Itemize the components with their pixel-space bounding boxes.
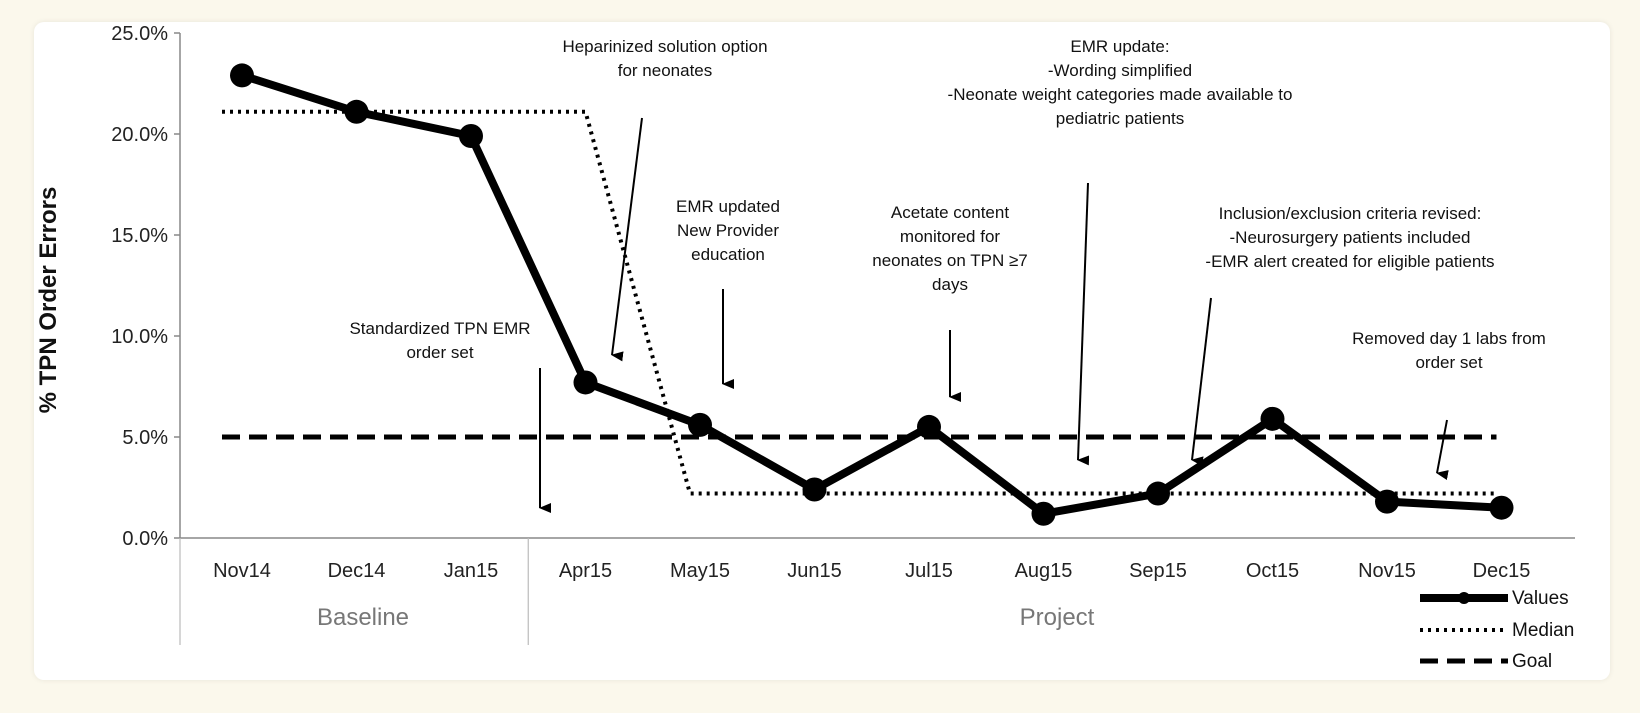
annotation-2: Heparinized solution option for neonates	[562, 37, 768, 362]
annotation-arrow	[611, 117, 643, 362]
annotation-text: New Provider	[677, 221, 779, 240]
series-values-point	[1260, 406, 1285, 431]
annotation-text: -EMR alert created for eligible patients	[1205, 252, 1494, 271]
annotation-text: EMR update:	[1070, 37, 1169, 56]
x-tick-label: Apr15	[559, 560, 612, 582]
legend-values-label: Values	[1512, 588, 1569, 609]
x-tick-label: Jun15	[787, 560, 842, 582]
series-values-point	[802, 477, 827, 502]
phase-label-baseline: Baseline	[317, 604, 409, 631]
series-values-point	[1375, 489, 1399, 514]
y-tick-label: 15.0%	[111, 225, 168, 247]
series-values-point	[688, 412, 712, 437]
y-axis-label: % TPN Order Errors	[35, 187, 62, 414]
annotation-3: EMR updated New Provider education	[676, 197, 780, 389]
annotation-text: order set	[406, 343, 473, 362]
series-values-point	[1489, 495, 1514, 520]
chart-card	[34, 22, 1610, 680]
annotation-text: Heparinized solution option	[562, 37, 767, 56]
series-values-point	[1146, 481, 1170, 506]
series-median-line	[222, 109, 1497, 496]
annotation-4: Acetate content monitored for neonates on …	[872, 203, 1028, 402]
y-tick-label: 25.0%	[111, 23, 168, 45]
x-tick-label: Dec14	[328, 560, 386, 582]
annotation-arrow	[1077, 182, 1090, 466]
annotation-text: days	[932, 275, 968, 294]
annotation-arrow	[1191, 297, 1212, 467]
series-values-point	[230, 63, 254, 88]
series-values-point	[573, 370, 598, 395]
x-tick-label: Aug15	[1015, 560, 1073, 582]
series-values-point	[1031, 501, 1056, 526]
legend-goal-label: Goal	[1512, 651, 1552, 672]
annotation-5: EMR update: -Wording simplified -Neonate w…	[948, 37, 1293, 466]
series-values-point	[344, 99, 369, 124]
x-tick-label: Sep15	[1129, 560, 1187, 582]
series-values-line	[240, 71, 1502, 518]
annotation-text: -Wording simplified	[1048, 61, 1192, 80]
annotation-text: Acetate content	[891, 203, 1009, 222]
y-tick-label: 5.0%	[122, 427, 168, 449]
annotation-1: Standardized TPN EMR order set	[349, 319, 551, 513]
annotation-6: Inclusion/exclusion criteria revised: -Ne…	[1191, 204, 1495, 467]
x-tick-label: May15	[670, 560, 730, 582]
annotation-text: education	[691, 245, 765, 264]
annotation-text: order set	[1415, 353, 1482, 372]
annotation-arrow	[1436, 419, 1449, 480]
x-tick-label: Dec15	[1473, 560, 1531, 582]
y-tick-label: 10.0%	[111, 326, 168, 348]
annotation-text: monitored for	[900, 227, 1000, 246]
y-tick-label: 0.0%	[122, 528, 168, 550]
annotation-text: for neonates	[618, 61, 713, 80]
series-values-point	[459, 124, 483, 149]
y-tick-label: 20.0%	[111, 124, 168, 146]
x-tick-label: Oct15	[1246, 560, 1299, 582]
series-values-point	[917, 414, 941, 439]
legend-median-label: Median	[1512, 620, 1574, 641]
annotation-text: Inclusion/exclusion criteria revised:	[1219, 204, 1482, 223]
annotation-text: -Neurosurgery patients included	[1230, 228, 1471, 247]
annotation-text: pediatric patients	[1056, 109, 1185, 128]
annotation-text: Standardized TPN EMR	[349, 319, 530, 338]
legend-values-marker	[1458, 592, 1470, 604]
phase-label-project: Project	[1020, 604, 1095, 631]
annotation-text: Removed day 1 labs from	[1352, 329, 1546, 348]
annotation-text: neonates on TPN ≥7	[872, 251, 1028, 270]
annotation-7: Removed day 1 labs from order set	[1352, 329, 1546, 480]
x-tick-label: Jul15	[905, 560, 953, 582]
annotation-text: EMR updated	[676, 197, 780, 216]
x-tick-label: Nov15	[1358, 560, 1416, 582]
x-tick-label: Jan15	[444, 560, 499, 582]
annotation-text: -Neonate weight categories made availabl…	[948, 85, 1293, 104]
x-tick-label: Nov14	[213, 560, 271, 582]
